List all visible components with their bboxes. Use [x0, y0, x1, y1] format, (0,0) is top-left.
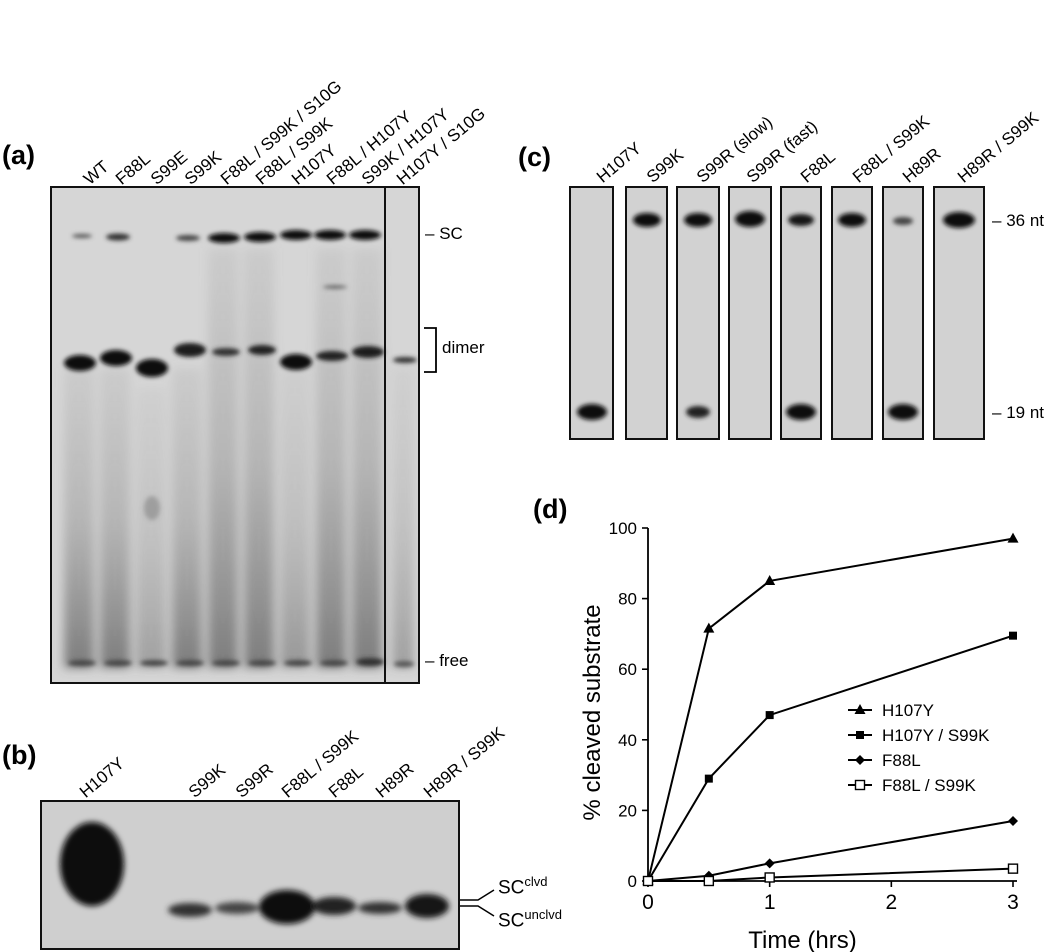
data-point [1009, 631, 1017, 640]
dimer-bracket [424, 327, 437, 373]
lane-label-c: S99K [643, 145, 688, 187]
data-point [1007, 532, 1019, 543]
y-tick-label: 80 [618, 590, 637, 609]
marker-sc-clvd: SCclvd [498, 874, 548, 899]
data-point [703, 622, 715, 633]
lane-label-b: S99K [185, 760, 230, 802]
marker-19nt: – 19 nt [992, 403, 1044, 422]
x-tick-label: 1 [764, 891, 776, 914]
legend-entry: H107Y / S99K [882, 726, 990, 745]
data-point [764, 858, 775, 869]
marker-dimer-a: dimer [442, 338, 485, 357]
legend-entry: F88L [882, 751, 921, 770]
lane-label-b: H89R [372, 759, 418, 802]
y-tick-label: 0 [628, 872, 637, 891]
data-point [764, 872, 775, 883]
data-point [643, 876, 653, 886]
lane-label-a: S99K [181, 147, 226, 189]
x-tick-label: 2 [885, 891, 897, 914]
x-tick-label: 3 [1007, 891, 1019, 914]
lane-label-a: F88L [112, 149, 154, 189]
data-point [1008, 815, 1018, 826]
legend-marker [856, 731, 864, 739]
lane-label-b: H107Y [76, 753, 129, 802]
series-line-2 [647, 634, 1014, 882]
panel-b-letter: (b) [2, 740, 37, 770]
data-point [704, 774, 713, 783]
data-point [644, 877, 652, 885]
y-tick-label: 40 [618, 731, 637, 750]
gel-image-a [50, 186, 420, 684]
y-tick-label: 20 [618, 801, 637, 820]
legend-marker [855, 755, 865, 765]
lane-label-a: S99E [147, 147, 192, 189]
gel-b-bands [60, 822, 449, 924]
panel-c-letter: (c) [518, 142, 551, 172]
lane-label-a: WT [80, 157, 113, 189]
marker-sc-unclvd: SCunclvd [498, 907, 562, 932]
gel-image-b [40, 800, 460, 950]
lane-label-c: F88L [797, 147, 839, 187]
marker-sc-a: – SC [425, 224, 463, 243]
lane-label-c: H107Y [593, 138, 646, 187]
sc-bracket-b [460, 889, 495, 917]
x-axis-label: Time (hrs) [748, 927, 856, 952]
data-point [703, 870, 714, 881]
data-point [765, 711, 774, 720]
gel-a-bands [64, 188, 417, 682]
legend-entry: H107Y [882, 701, 934, 720]
series-line-3 [647, 820, 1014, 882]
panel-a-letter: (a) [2, 140, 35, 170]
data-point [764, 574, 776, 585]
data-point [642, 875, 654, 885]
lane-label-c: H89R [899, 144, 945, 187]
marker-36nt: – 36 nt [992, 211, 1044, 230]
lane-label-c: H89R / S99K [954, 108, 1043, 187]
data-point [1007, 863, 1019, 874]
series-line-1 [647, 537, 1014, 882]
y-tick-label: 100 [609, 519, 637, 538]
panel-d-letter: (d) [533, 494, 568, 524]
x-tick-label: 0 [642, 891, 654, 914]
data-point [703, 875, 715, 887]
lane-label-b: H89R / S99K [420, 723, 509, 802]
series-line-4 [648, 867, 1014, 882]
data-point [642, 875, 654, 887]
gel-c-lanes [569, 186, 985, 440]
y-tick-label: 60 [618, 660, 637, 679]
marker-free-a: – free [425, 651, 469, 670]
legend-entry: F88L / S99K [882, 776, 977, 795]
legend-marker [854, 779, 866, 791]
y-axis-label: % cleaved substrate [579, 604, 606, 820]
legend-marker [854, 704, 866, 714]
lane-label-b: S99R [232, 759, 277, 802]
